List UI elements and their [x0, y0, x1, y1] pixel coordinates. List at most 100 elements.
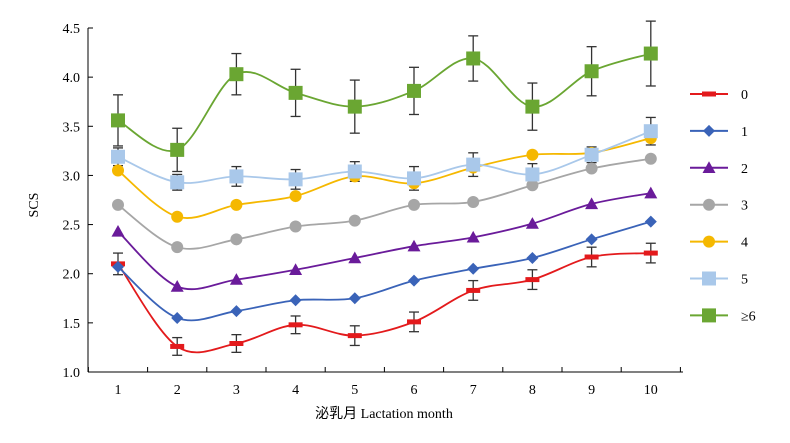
x-tick-label: 2 [174, 383, 181, 398]
data-point [466, 287, 481, 293]
legend-marker [702, 161, 716, 173]
data-point [644, 215, 657, 228]
data-point [230, 198, 243, 211]
x-tick-label: 3 [233, 383, 240, 398]
legend-marker [702, 91, 716, 97]
y-tick-label: 2.5 [63, 219, 81, 234]
series-line [117, 137, 652, 219]
data-point [525, 277, 540, 283]
data-point [466, 51, 481, 66]
data-point [112, 198, 124, 211]
series-line [117, 220, 652, 322]
y-axis-label: SCS [27, 193, 42, 218]
data-point [171, 311, 184, 324]
data-point [347, 164, 362, 179]
series-lines [117, 52, 652, 354]
data-point [289, 263, 303, 275]
y-tick-label: 3.5 [63, 120, 81, 135]
data-point [229, 67, 244, 82]
legend-marker [702, 271, 716, 286]
legend: 0 1 2 3 4 5 ≥6 [690, 88, 756, 324]
data-point [585, 233, 598, 246]
data-point [289, 190, 302, 203]
data-point [288, 85, 303, 100]
data-point [525, 217, 539, 229]
legend-label: 5 [741, 273, 748, 288]
x-tick-label: 10 [644, 383, 658, 398]
data-point [466, 157, 481, 172]
data-point [289, 220, 302, 233]
x-tick-label: 4 [292, 383, 299, 398]
data-point [584, 147, 599, 162]
data-point [644, 186, 658, 199]
series-line [117, 52, 652, 152]
data-point [289, 294, 302, 307]
legend-label: ≥6 [741, 309, 756, 324]
legend-marker [703, 198, 715, 211]
data-point [526, 179, 539, 192]
data-point [230, 233, 243, 246]
data-point [111, 113, 125, 128]
data-point [347, 99, 362, 114]
data-point [229, 169, 244, 184]
data-point [170, 175, 185, 190]
series-line [117, 130, 652, 184]
series-line [117, 192, 651, 291]
series-line [117, 252, 651, 354]
data-point [229, 273, 243, 285]
data-point [288, 322, 303, 328]
data-point [111, 149, 125, 164]
data-point [525, 167, 540, 182]
data-point [467, 195, 480, 208]
data-point [230, 305, 243, 318]
legend-label: 0 [741, 88, 748, 103]
x-tick-label: 9 [588, 383, 595, 398]
legend-label: 2 [741, 162, 748, 177]
legend-label: 3 [741, 199, 748, 214]
data-point [111, 224, 125, 237]
y-tick-label: 3.0 [63, 169, 81, 184]
series-line [117, 157, 651, 250]
data-point [288, 172, 303, 187]
data-point [171, 210, 184, 223]
data-point [348, 292, 361, 305]
data-point [643, 46, 658, 61]
legend-marker [703, 235, 715, 248]
data-point [171, 241, 184, 254]
data-point [170, 142, 185, 157]
data-point [229, 340, 244, 346]
data-point [408, 274, 420, 287]
x-tick-label: 7 [470, 383, 477, 398]
data-point [584, 64, 599, 79]
series-markers [111, 46, 658, 349]
y-tick-label: 2.0 [63, 268, 81, 283]
error-bars [113, 20, 656, 356]
y-tick-label: 1.0 [63, 366, 81, 381]
x-tick-label: 1 [115, 383, 122, 398]
x-tick-label: 6 [411, 383, 418, 398]
data-point [585, 197, 599, 210]
data-point [584, 254, 599, 260]
data-point [348, 214, 361, 227]
data-point [644, 152, 657, 165]
axes: 1.0 1.5 2.0 2.5 3.0 3.5 4.0 4.5 1 2 3 4 5 6 7 8 9 10 [63, 22, 683, 398]
data-point [112, 260, 124, 273]
data-point [112, 164, 124, 177]
data-point [407, 83, 421, 98]
data-point [170, 279, 184, 292]
legend-marker [702, 308, 716, 323]
data-point [407, 319, 421, 325]
y-tick-label: 1.5 [63, 317, 81, 332]
x-tick-label: 8 [529, 383, 536, 398]
data-point [467, 262, 480, 275]
data-point [526, 148, 539, 161]
data-point [407, 171, 421, 186]
data-point [585, 162, 598, 175]
data-point [643, 250, 658, 256]
x-axis-label: 泌乳月 Lactation month [315, 406, 453, 422]
data-point [408, 198, 420, 211]
data-point [407, 239, 421, 252]
y-tick-label: 4.5 [63, 22, 81, 37]
data-point [466, 230, 480, 243]
